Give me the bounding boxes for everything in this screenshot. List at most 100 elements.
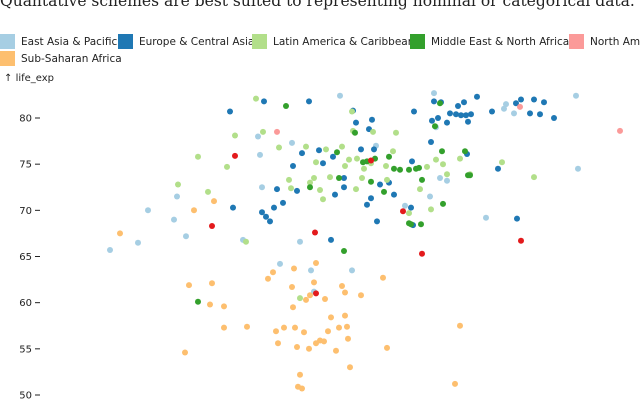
point-sub-saharan-africa (342, 312, 348, 319)
point-sub-saharan-africa (336, 324, 342, 331)
point-europe-central-asia (371, 146, 377, 153)
point-europe-central-asia (551, 115, 557, 121)
point-europe-central-asia (364, 201, 370, 208)
point-latin-america-caribbean (232, 132, 238, 139)
legend-swatch (569, 34, 584, 49)
point-north-america (274, 128, 280, 135)
point-europe-central-asia (463, 112, 469, 119)
point-sub-saharan-africa (321, 338, 327, 345)
legend-label: Europe & Central Asia (139, 35, 255, 48)
point-middle-east-north-africa (440, 200, 446, 207)
point-middle-east-north-africa (432, 123, 438, 130)
point-sub-saharan-africa (244, 323, 250, 330)
point-europe-central-asia (435, 115, 441, 121)
point-latin-america-caribbean (433, 156, 439, 163)
point-east-asia-pacific (174, 193, 180, 200)
point-east-asia-pacific (503, 101, 509, 108)
point-europe-central-asia (455, 103, 461, 109)
y-tick-label: 65 (19, 252, 32, 263)
legend-swatch (252, 34, 267, 49)
point-europe-central-asia (489, 108, 495, 115)
y-tick-label: 80 (19, 114, 32, 125)
point-sub-saharan-africa (301, 329, 307, 336)
point-europe-central-asia (299, 150, 305, 157)
point-europe-central-asia (495, 165, 501, 172)
y-axis-title: ↑ life_exp (4, 73, 54, 84)
point-middle-east-north-africa (334, 149, 340, 156)
point-middle-east-north-africa (341, 248, 347, 254)
point-sub-saharan-africa (221, 303, 227, 310)
point-latin-america-caribbean (444, 171, 450, 178)
point-sub-saharan-africa (289, 284, 295, 290)
point-latin-america-caribbean (307, 179, 313, 186)
point-europe-central-asia (531, 96, 537, 103)
point-middle-east-north-africa (368, 178, 374, 185)
point-latin-america-caribbean (297, 295, 303, 302)
point-east-asia-pacific (277, 260, 283, 267)
point-east-asia-pacific (297, 238, 303, 245)
point-highlight (400, 208, 406, 215)
point-europe-central-asia (513, 100, 519, 107)
point-sub-saharan-africa (299, 385, 305, 392)
data-points (107, 90, 623, 392)
point-middle-east-north-africa (419, 176, 425, 183)
point-latin-america-caribbean (320, 196, 326, 203)
point-latin-america-caribbean (339, 143, 345, 150)
point-middle-east-north-africa (195, 298, 201, 305)
point-europe-central-asia (429, 117, 435, 124)
point-europe-central-asia (358, 146, 364, 153)
point-europe-central-asia (330, 153, 336, 160)
point-sub-saharan-africa (209, 280, 215, 287)
point-sub-saharan-africa (182, 349, 188, 356)
point-sub-saharan-africa (211, 198, 217, 205)
point-latin-america-caribbean (317, 187, 323, 193)
point-sub-saharan-africa (358, 292, 364, 299)
point-east-asia-pacific (337, 92, 343, 99)
point-latin-america-caribbean (353, 186, 359, 193)
point-europe-central-asia (465, 118, 471, 125)
point-europe-central-asia (368, 195, 374, 202)
point-latin-america-caribbean (457, 155, 463, 162)
point-europe-central-asia (409, 158, 415, 165)
point-sub-saharan-africa (328, 314, 334, 321)
point-latin-america-caribbean (428, 206, 434, 213)
point-europe-central-asia (271, 204, 277, 211)
legend-item-europe-central-asia: Europe & Central Asia (118, 34, 254, 49)
point-sub-saharan-africa (297, 371, 303, 378)
y-tick-label: 60 (19, 298, 32, 309)
point-middle-east-north-africa (283, 103, 289, 109)
point-latin-america-caribbean (243, 238, 249, 245)
point-europe-central-asia (474, 93, 480, 100)
point-europe-central-asia (341, 175, 347, 181)
point-latin-america-caribbean (361, 165, 367, 172)
point-latin-america-caribbean (531, 174, 537, 181)
point-europe-central-asia (447, 110, 453, 117)
point-sub-saharan-africa (294, 344, 300, 350)
point-middle-east-north-africa (397, 166, 403, 173)
point-sub-saharan-africa (186, 282, 192, 289)
legend-swatch (410, 34, 425, 49)
point-latin-america-caribbean (417, 186, 423, 193)
point-latin-america-caribbean (286, 176, 292, 183)
point-highlight (368, 157, 374, 164)
point-latin-america-caribbean (327, 174, 333, 181)
point-middle-east-north-africa (352, 129, 358, 136)
point-highlight (419, 250, 425, 257)
point-europe-central-asia (408, 204, 414, 211)
point-sub-saharan-africa (207, 301, 213, 308)
legend-label: Middle East & North Africa (431, 35, 570, 48)
point-sub-saharan-africa (281, 324, 287, 331)
legend-label: East Asia & Pacific (21, 35, 118, 48)
point-europe-central-asia (411, 108, 417, 115)
point-east-asia-pacific (573, 92, 579, 99)
point-sub-saharan-africa (339, 283, 345, 289)
point-europe-central-asia (227, 108, 233, 115)
point-europe-central-asia (230, 204, 236, 211)
point-europe-central-asia (391, 191, 397, 198)
point-latin-america-caribbean (276, 144, 282, 151)
point-latin-america-caribbean (323, 146, 329, 153)
point-latin-america-caribbean (303, 143, 309, 150)
point-east-asia-pacific (259, 184, 265, 191)
point-east-asia-pacific (135, 239, 141, 246)
point-sub-saharan-africa (384, 344, 390, 351)
